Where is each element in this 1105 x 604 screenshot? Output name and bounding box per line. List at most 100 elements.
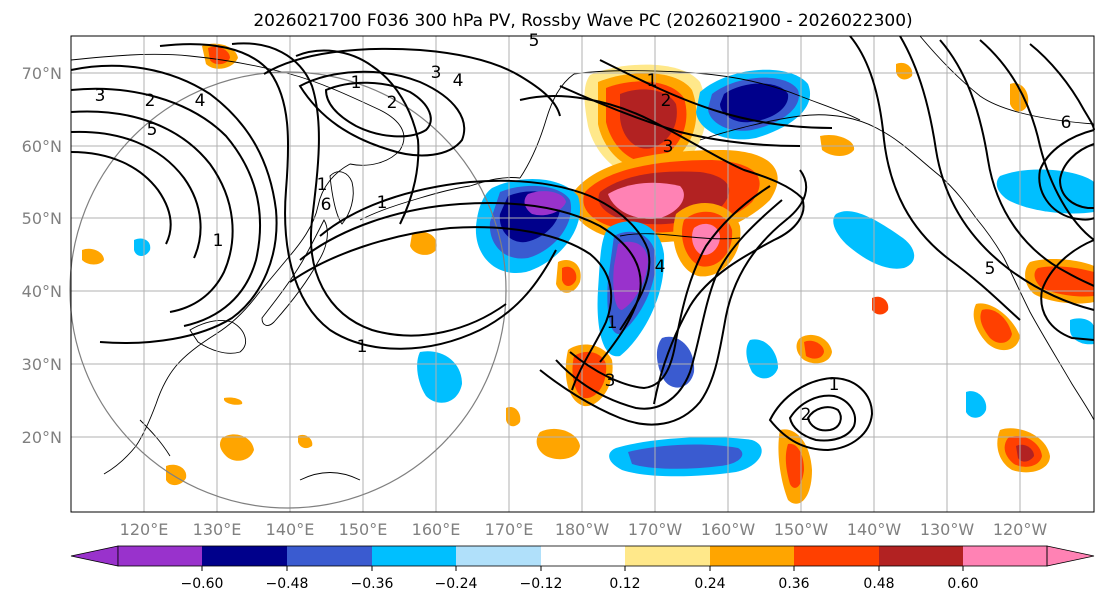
contour-label: 1 — [829, 375, 840, 395]
lon-label: 120°E — [120, 520, 169, 539]
sakhalin-coast — [329, 171, 354, 225]
colorbar-tick-label: 0.60 — [947, 576, 978, 592]
lon-label: 170°W — [628, 520, 683, 539]
pv-contour-13 — [519, 95, 805, 405]
kamchatka-south — [469, 177, 521, 187]
kamchatka-coast — [519, 73, 575, 179]
pv-contour-16 — [569, 185, 771, 390]
contour-label: 1 — [213, 231, 224, 251]
pv-contour-17 — [599, 59, 833, 129]
range-circle — [69, 71, 507, 509]
lon-label: 150°W — [774, 520, 829, 539]
contour-label: 3 — [663, 137, 674, 157]
colorbar-segment — [202, 546, 287, 566]
colorbar-ticks — [201, 566, 964, 571]
pv-contour-cutoff-middle — [788, 394, 856, 442]
pv-contour-12 — [289, 226, 613, 391]
contour-label: 6 — [321, 195, 332, 215]
pv-contour-10 — [319, 179, 651, 331]
pv-contour-low-inner — [324, 81, 432, 138]
contour-label: 1 — [357, 337, 368, 357]
pv-contour-cutoff-outer — [768, 376, 874, 452]
pv-contours — [70, 35, 1095, 452]
pv-contour-25 — [1058, 143, 1095, 209]
contour-label: 1 — [607, 313, 618, 333]
pv-contour-15 — [555, 199, 783, 410]
lon-label: 140°E — [266, 520, 315, 539]
latitude-labels: 70°N 60°N 50°N 40°N 30°N 20°N — [22, 64, 62, 447]
pv-contour-20 — [899, 35, 1095, 311]
aleutian-chain — [619, 233, 741, 240]
pv-contour-7 — [231, 42, 507, 337]
contour-label: 2 — [387, 93, 398, 113]
contour-label: 1 — [317, 175, 328, 195]
pv-contour-11 — [299, 201, 642, 363]
lat-label: 70°N — [22, 64, 62, 83]
contour-label: 4 — [655, 257, 666, 277]
contour-label: 2 — [661, 91, 672, 111]
colorbar-tick-label: 0.48 — [863, 576, 894, 592]
contour-label: 5 — [985, 259, 996, 279]
pv-contour-4 — [70, 130, 202, 259]
contour-labels: 3 2 5 4 1 2 3 4 5 1 1 6 1 1 1 1 2 3 4 1 … — [95, 31, 1072, 425]
colorbar-tick-label: 0.12 — [609, 576, 640, 592]
pv-contour-low-core — [298, 70, 466, 157]
korea-coast — [189, 319, 247, 354]
contour-label: 2 — [145, 91, 156, 111]
pv-contour-9 — [263, 47, 561, 117]
lon-label: 130°W — [920, 520, 975, 539]
pv-contour-23 — [1029, 43, 1095, 131]
colorbar-tick-label: 0.36 — [778, 576, 809, 592]
contour-label: 1 — [647, 71, 658, 91]
pacific-island-1 — [299, 472, 361, 481]
colorbar-extend-min — [70, 545, 119, 567]
negative-anomaly-center-b — [597, 221, 665, 357]
pv-contour-6 — [159, 43, 557, 350]
figure-title: 2026021700 F036 300 hPa PV, Rossby Wave … — [253, 11, 912, 31]
contour-label: 3 — [431, 63, 442, 83]
canada-north-coast — [919, 35, 1095, 125]
colorbar: −0.60 −0.48 −0.36 −0.24 −0.12 0.12 0.24 … — [70, 545, 1095, 592]
pv-contour-cutoff-inner — [806, 406, 842, 432]
lat-label: 60°N — [22, 137, 62, 156]
lon-label: 140°W — [847, 520, 902, 539]
longitude-labels: 120°E 130°E 140°E 150°E 160°E 170°E 180°… — [120, 520, 1048, 539]
map-panel: 3 2 5 4 1 2 3 4 5 1 1 6 1 1 1 1 2 3 4 1 … — [69, 31, 1095, 513]
colorbar-segment — [456, 546, 541, 566]
pv-contour-1 — [70, 64, 278, 344]
colorbar-segment — [963, 546, 1047, 566]
contour-label: 5 — [529, 31, 540, 51]
colorbar-frame — [117, 545, 1048, 567]
colorbar-extend-max — [1046, 545, 1095, 567]
contour-label: 3 — [605, 371, 616, 391]
lon-label: 180°W — [555, 520, 610, 539]
north-america-west-coast — [975, 217, 1095, 421]
lon-label: 120°W — [993, 520, 1048, 539]
philippines-coast — [139, 419, 171, 457]
pv-contour-3 — [70, 110, 234, 313]
pv-contour-26 — [1040, 239, 1095, 341]
lon-label: 170°E — [485, 520, 534, 539]
colorbar-tick-label: −0.36 — [351, 576, 394, 592]
contour-label: 1 — [351, 73, 362, 93]
colorbar-tick-label: −0.24 — [435, 576, 478, 592]
colorbar-segment — [794, 546, 879, 566]
lat-label: 30°N — [22, 355, 62, 374]
pv-contour-21 — [939, 39, 1095, 287]
pv-contour-2 — [70, 87, 262, 327]
colorbar-tick-label: −0.48 — [266, 576, 309, 592]
lon-label: 160°E — [412, 520, 461, 539]
lat-label: 50°N — [22, 209, 62, 228]
lon-label: 130°E — [193, 520, 242, 539]
pv-contour-24 — [1038, 129, 1095, 221]
contour-label: 4 — [453, 71, 464, 91]
colorbar-tick-label: 0.24 — [694, 576, 725, 592]
negative-anomaly-center-d — [134, 169, 1094, 477]
colorbar-segment — [879, 546, 963, 566]
colorbar-tick-label: −0.60 — [181, 576, 224, 592]
colorbar-tick-label: −0.12 — [520, 576, 563, 592]
contour-label: 2 — [801, 405, 812, 425]
lon-label: 160°W — [701, 520, 756, 539]
positive-anomaly-center-c — [673, 202, 741, 277]
